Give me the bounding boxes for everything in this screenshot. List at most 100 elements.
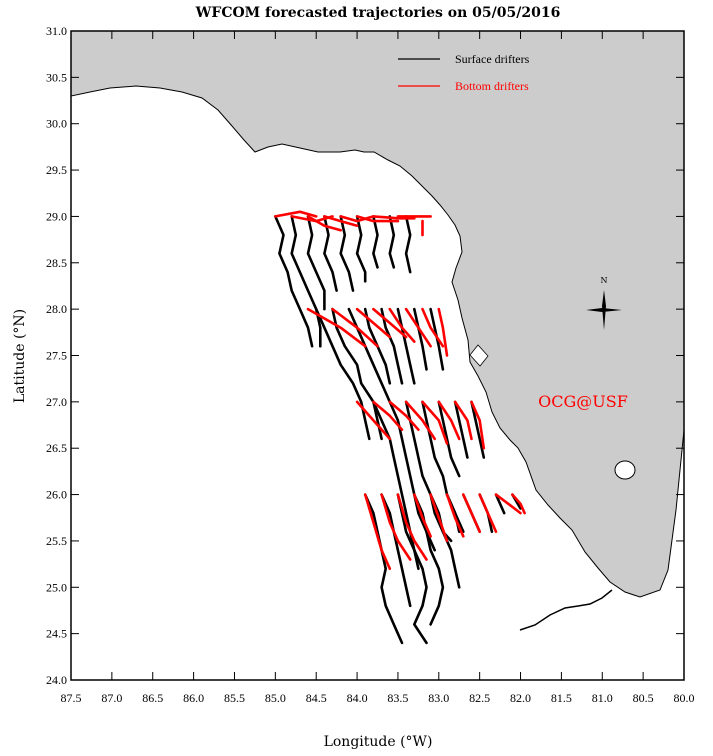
bottom-drifter-track	[421, 307, 445, 348]
x-tick-label: 82.5	[469, 691, 490, 705]
y-tick-label: 28.5	[46, 256, 67, 270]
surface-drifter-track	[355, 215, 367, 283]
x-tick-label: 80.5	[633, 691, 654, 705]
y-tick-label: 25.0	[46, 580, 67, 594]
bottom-drifter-track	[372, 400, 404, 431]
bottom-trajectories	[274, 210, 526, 570]
bottom-drifter-track	[306, 307, 367, 348]
surface-drifter-track	[339, 215, 355, 292]
x-tick-label: 86.5	[142, 691, 163, 705]
bottom-drifter-track	[388, 307, 416, 343]
y-tick-label: 29.0	[46, 209, 67, 223]
y-tick-label: 28.0	[46, 302, 67, 316]
surface-drifter-track	[453, 400, 469, 459]
x-tick-label: 85.5	[224, 691, 245, 705]
florida-land	[71, 31, 684, 598]
tampa-bay	[469, 344, 489, 367]
bottom-drifter-track	[404, 400, 436, 441]
bottom-drifter-track	[437, 400, 461, 441]
x-tick-label: 83.5	[387, 691, 408, 705]
y-tick-label: 26.0	[46, 488, 67, 502]
north-arrow-icon: N	[586, 276, 622, 330]
bottom-drifter-track	[274, 210, 318, 218]
surface-drifter-track	[388, 215, 396, 269]
bottom-drifter-track	[380, 493, 412, 561]
legend-bottom-label: Bottom drifters	[455, 79, 529, 93]
bottom-drifter-track	[331, 307, 379, 348]
credit-label: OCG@USF	[538, 392, 628, 411]
surface-drifter-track	[290, 215, 322, 348]
y-tick-label: 24.5	[46, 627, 67, 641]
bottom-drifter-track	[372, 307, 408, 339]
bottom-drifter-track	[404, 307, 432, 348]
bottom-drifter-track	[470, 400, 486, 450]
surface-drifter-track	[413, 307, 428, 371]
bottom-drifter-track	[396, 493, 428, 561]
x-tick-label: 84.0	[347, 691, 368, 705]
bottom-drifter-track	[339, 215, 375, 223]
x-tick-label: 80.0	[674, 691, 695, 705]
y-tick-label: 30.0	[46, 117, 67, 131]
x-tick-label: 87.5	[61, 691, 82, 705]
surface-drifter-track	[372, 215, 379, 269]
map-title: WFCOM forecasted trajectories on 05/05/2…	[195, 5, 561, 21]
surface-drifter-track	[306, 215, 326, 311]
bottom-drifter-track	[413, 493, 432, 538]
bottom-drifter-track	[494, 493, 522, 515]
bottom-drifter-track	[453, 400, 473, 441]
bottom-drifter-track	[478, 493, 498, 533]
bottom-drifter-track	[372, 215, 416, 220]
y-tick-label: 26.5	[46, 441, 67, 455]
surface-drifter-track	[274, 215, 314, 348]
surface-drifter-track	[380, 307, 404, 385]
y-tick-label: 30.5	[46, 70, 67, 84]
x-tick-label: 86.0	[183, 691, 204, 705]
surface-drifter-track	[347, 307, 392, 404]
map-area	[71, 31, 684, 645]
bottom-drifter-track	[323, 215, 359, 227]
x-tick-label: 87.0	[101, 691, 122, 705]
x-tick-label: 82.0	[510, 691, 531, 705]
x-tick-label: 84.5	[306, 691, 327, 705]
surface-drifter-track	[363, 493, 404, 645]
x-tick-label: 85.0	[265, 691, 286, 705]
surface-drifter-track	[396, 307, 416, 385]
legend-surface-label: Surface drifters	[455, 52, 530, 66]
surface-drifter-track	[380, 493, 412, 608]
x-axis-label: Longitude (°W)	[324, 734, 433, 750]
y-tick-label: 31.0	[46, 24, 67, 38]
bottom-drifter-track	[355, 215, 400, 223]
x-axis: 87.5 87.0 86.5 86.0 85.5 85.0 84.5 84.0 83.5 83.0…	[61, 31, 695, 705]
x-tick-label: 81.5	[551, 691, 572, 705]
compass-label: N	[601, 276, 608, 285]
bottom-drifter-track	[388, 400, 420, 431]
bottom-drifter-track	[355, 307, 392, 339]
y-tick-label: 24.0	[46, 673, 67, 687]
lake-okeechobee	[614, 460, 636, 480]
bottom-drifter-track	[355, 400, 392, 441]
bottom-drifter-track	[421, 400, 449, 445]
y-tick-label: 25.5	[46, 534, 67, 548]
bottom-drifter-track	[429, 493, 449, 543]
surface-drifter-track	[314, 307, 371, 441]
y-tick-label: 27.0	[46, 395, 67, 409]
bottom-drifter-track	[437, 307, 449, 357]
surface-drifter-track	[331, 307, 383, 441]
surface-drifter-track	[494, 493, 506, 515]
y-tick-label: 29.5	[46, 163, 67, 177]
bottom-drifter-track	[445, 493, 465, 538]
surface-drifter-track	[323, 215, 338, 292]
florida-keys	[519, 589, 613, 631]
y-tick-label: 27.5	[46, 349, 67, 363]
bottom-drifter-track	[511, 493, 526, 515]
surface-drifter-track	[388, 400, 445, 626]
bottom-drifter-track	[363, 493, 392, 570]
surface-drifter-track	[404, 215, 412, 274]
legend: Surface drifters Bottom drifters	[398, 52, 530, 93]
x-tick-label: 83.0	[428, 691, 449, 705]
surface-drifter-track	[437, 400, 461, 478]
x-tick-label: 81.0	[592, 691, 613, 705]
y-axis: 31.0 30.5 30.0 29.5 29.0 28.5 28.0 27.5 27.0 26.5…	[46, 24, 684, 687]
y-axis-label: Latitude (°N)	[12, 309, 28, 403]
